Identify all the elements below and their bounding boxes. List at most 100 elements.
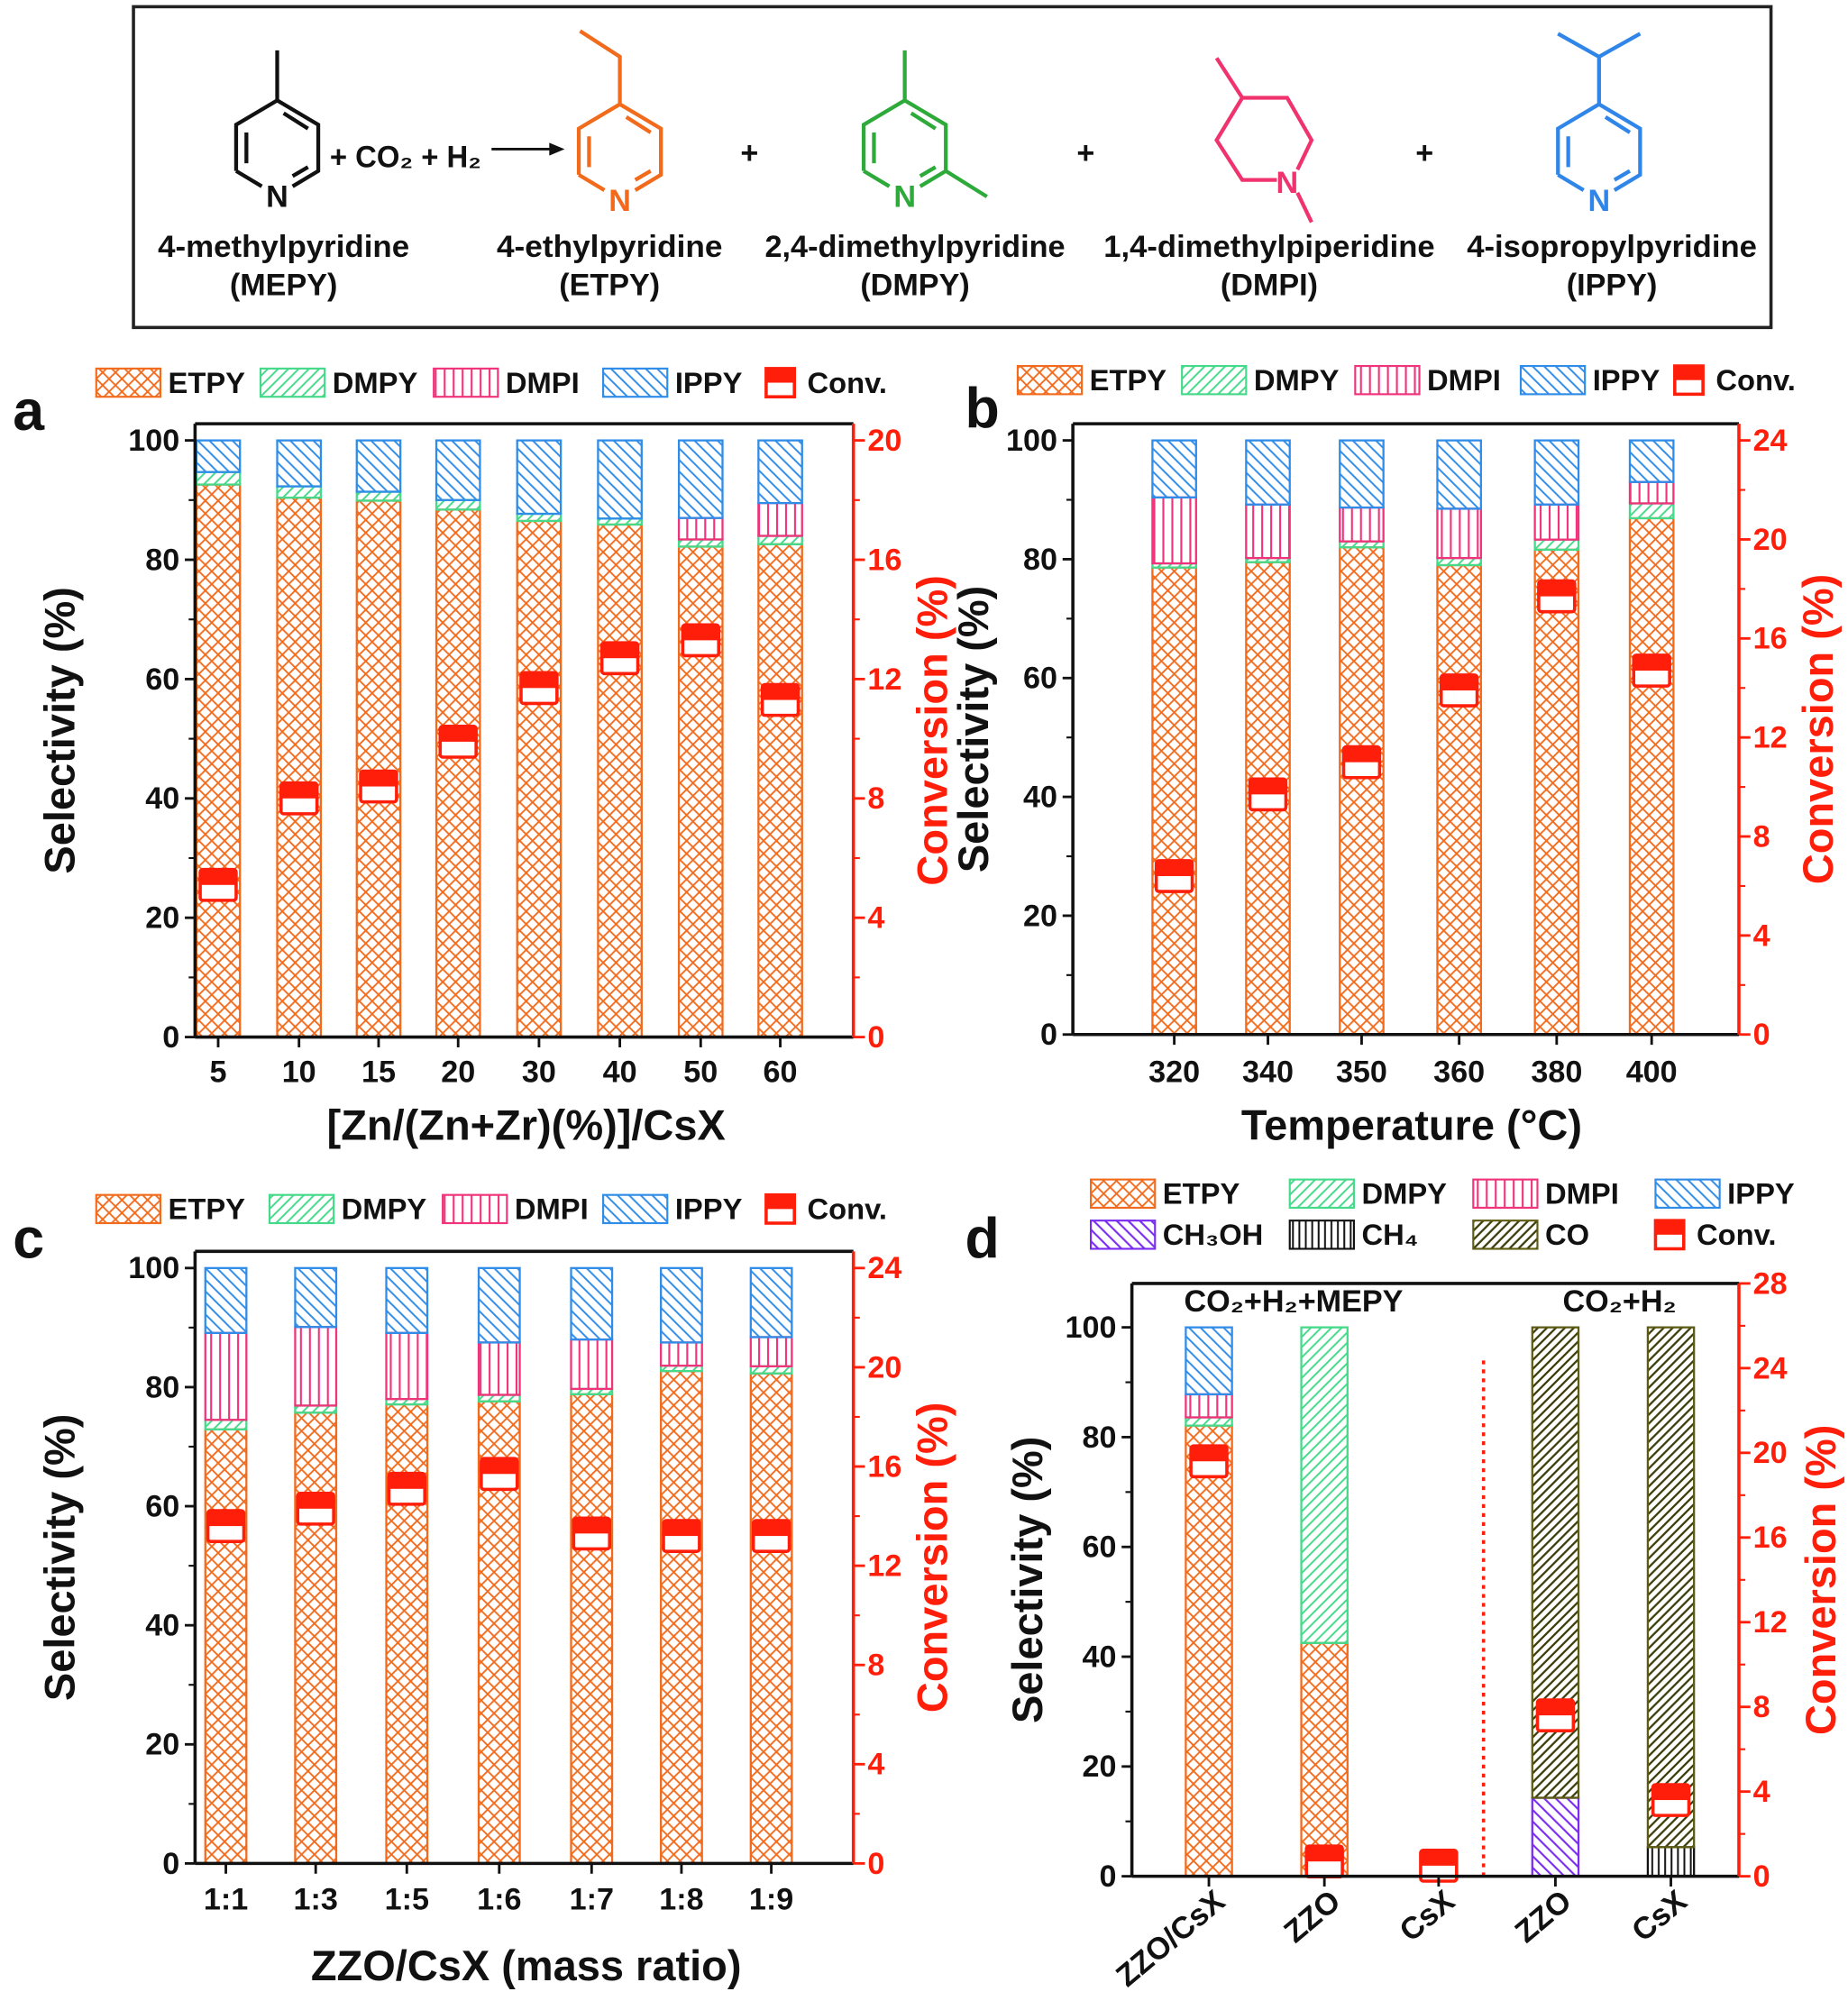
y2-tick-label: 4 <box>1753 1775 1770 1809</box>
panel-letter: b <box>965 377 1000 440</box>
legend-label: DMPY <box>342 1192 427 1226</box>
legend-label: DMPI <box>1545 1177 1619 1211</box>
bar-segment-etpy <box>1151 566 1197 1036</box>
product-name-etpy: 4-ethylpyridine <box>497 230 723 264</box>
bar-segment-etpy <box>1300 1641 1349 1878</box>
bar-segment-etpy <box>660 1369 703 1865</box>
conversion-marker <box>438 725 478 759</box>
product-name-dmpy: 2,4-dimethylpyridine <box>764 230 1065 264</box>
legend-swatch <box>95 1193 162 1225</box>
bars <box>204 1266 793 1865</box>
bar-segment-dmpi <box>757 501 803 537</box>
bar-segment-ippy <box>385 1266 429 1334</box>
x-tick-label: 50 <box>683 1055 718 1089</box>
legend-item-ippy: IPPY <box>602 366 743 399</box>
legend-item-ch₃oh: CH₃OH <box>1090 1218 1263 1251</box>
bar-segment-ippy <box>1533 439 1580 506</box>
legend-swatch <box>1090 1178 1157 1209</box>
bar-segment-ippy <box>1436 439 1482 510</box>
bar-segment-ippy <box>195 439 242 473</box>
y2-tick-label: 24 <box>867 1251 901 1285</box>
conversion-markers <box>206 1457 791 1553</box>
bar-segment-ippy <box>516 439 563 516</box>
legend-label: ETPY <box>168 1192 245 1226</box>
product-name-dmpi: 1,4-dimethylpiperidine <box>1103 230 1434 264</box>
legend-swatch <box>1472 1178 1539 1209</box>
y-tick-label: 40 <box>145 1609 179 1643</box>
legend-swatch <box>602 1193 669 1225</box>
panel-a: a 0 20 40 60 80 100 0 4 8 12 16 20 5 10 15 20 30 40 50 60 [Zn… <box>13 366 956 1149</box>
bars <box>195 439 803 1038</box>
legend: ETPY DMPY DMPI IPPY Conv. <box>1016 363 1796 397</box>
bar-segment-etpy <box>294 1412 338 1865</box>
legend-swatch <box>1354 364 1421 396</box>
y2-axis-label: Conversion (%) <box>1794 574 1842 884</box>
conversion-marker <box>1248 777 1288 812</box>
axes-frame: 0 20 40 60 80 100 0 4 8 12 16 20 24 1:1 1:3 1:5 1:6 1:7 1:… <box>128 1249 901 1917</box>
bar-segment-dmpy <box>1533 538 1580 552</box>
bar-segment-dmpi <box>749 1336 793 1367</box>
conversion-marker <box>1439 673 1479 708</box>
bar-segment-dmpy <box>195 471 242 486</box>
legend-swatch <box>602 367 669 398</box>
x-tick-label: 15 <box>361 1055 396 1089</box>
y-tick-label: 0 <box>1040 1018 1057 1052</box>
legend-label: CO <box>1545 1218 1589 1251</box>
legend-item-dmpy: DMPY <box>1181 363 1340 397</box>
conversion-markers <box>198 623 800 902</box>
y2-tick-label: 12 <box>1753 1605 1788 1640</box>
y-tick-label: 80 <box>145 1370 179 1404</box>
molecule-etpy: N <box>576 29 663 218</box>
x-tick-label: ZZO <box>1509 1884 1578 1950</box>
legend-item-etpy: ETPY <box>1016 363 1166 397</box>
bar-segment-dmpi <box>570 1338 614 1391</box>
y-tick-label: 20 <box>1023 899 1057 933</box>
y2-tick-label: 0 <box>1753 1859 1770 1894</box>
y2-tick-label: 8 <box>1753 1690 1770 1724</box>
panel-d: d CO₂+H₂+MEPY CO₂+H₂ 0 20 40 60 80 100 0 4 8 12 16 20 2… <box>965 1177 1844 1994</box>
bar-segment-dmpi <box>204 1331 248 1421</box>
group-label: CO₂+H₂+MEPY <box>1185 1284 1404 1319</box>
x-tick-label: ZZO <box>1277 1884 1347 1950</box>
panel-letter: a <box>13 379 45 443</box>
bar-segment-dmpi <box>660 1341 703 1367</box>
bar-segment-dmpi <box>1628 480 1675 505</box>
legend-item-ippy: IPPY <box>1519 363 1660 397</box>
panel-letter: d <box>965 1207 1000 1270</box>
legend-label: ETPY <box>168 366 245 399</box>
bar-segment-dmpi <box>1436 507 1482 560</box>
conversion-marker <box>572 1516 611 1551</box>
x-tick-label: 1:5 <box>385 1883 429 1917</box>
bar-segment-dmpi <box>1533 503 1580 541</box>
legend-label: CH₄ <box>1361 1218 1418 1251</box>
legend-label: DMPI <box>506 366 580 399</box>
legend-item-dmpi: DMPI <box>433 366 580 399</box>
bar-segment-dmpy <box>749 1365 793 1375</box>
bar-segment-ippy <box>204 1266 248 1334</box>
y2-axis-label: Conversion (%) <box>909 575 956 885</box>
y-tick-label: 20 <box>1083 1750 1117 1784</box>
bar-segment-co <box>1646 1326 1696 1849</box>
bar-segment-etpy <box>195 483 242 1038</box>
conversion-marker <box>279 781 319 816</box>
x-tick-label: 10 <box>282 1055 316 1089</box>
y-tick-label: 60 <box>1023 662 1057 696</box>
x-tick-label: 1:7 <box>570 1883 614 1917</box>
y-tick-label: 80 <box>1023 543 1057 577</box>
bar-segment-etpy <box>355 499 402 1038</box>
y2-tick-label: 4 <box>867 901 884 936</box>
y2-tick-label: 0 <box>867 1020 884 1055</box>
legend-swatch <box>95 367 162 398</box>
legend: ETPY DMPY DMPI IPPY Conv. <box>95 366 887 399</box>
bar-segment-dmpi <box>677 516 724 541</box>
bar-segment-ippy <box>294 1266 338 1329</box>
bar-segment-ippy <box>1185 1326 1233 1396</box>
y2-tick-label: 12 <box>867 662 901 697</box>
conversion-marker <box>1341 745 1382 780</box>
conversion-marker <box>760 682 800 717</box>
y-tick-label: 100 <box>1006 424 1057 458</box>
bar-segment-dmpi <box>1185 1393 1233 1419</box>
legend-swatch <box>268 1193 335 1225</box>
